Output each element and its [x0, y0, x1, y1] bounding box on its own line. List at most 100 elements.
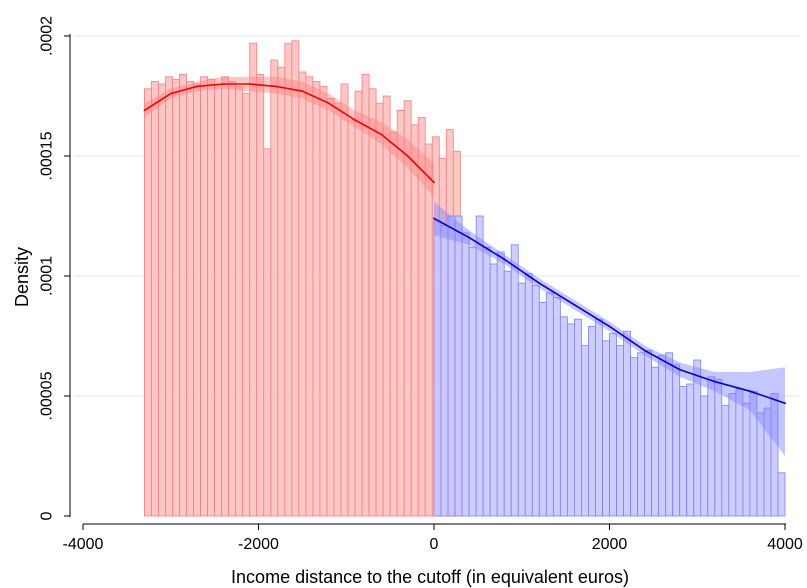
right-bar-48 [770, 393, 779, 517]
right-bar-46 [756, 412, 765, 517]
right-bar-44 [742, 402, 751, 517]
right-fit-point-0 [433, 217, 435, 220]
right-fit-point-9 [749, 390, 751, 393]
left-fit-point-9 [380, 133, 383, 136]
left-fit-point-2 [196, 85, 198, 88]
x-axis-title: Income distance to the cutoff (in equiva… [231, 567, 629, 587]
right-bar-16 [545, 292, 554, 517]
left-bar-28 [340, 83, 349, 517]
histogram-bars [144, 40, 786, 517]
right-fit-point-8 [713, 380, 716, 383]
right-bar-1 [440, 225, 449, 517]
right-bar-31 [651, 366, 660, 517]
right-bar-9 [496, 251, 505, 517]
left-bar-1 [151, 81, 159, 517]
left-bar-36 [396, 110, 405, 517]
left-bar-24 [312, 81, 321, 517]
right-bar-32 [658, 354, 667, 517]
right-fit-point-6 [643, 349, 646, 352]
left-bar-25 [319, 86, 328, 517]
right-bar-35 [679, 385, 688, 517]
right-bar-36 [686, 383, 695, 517]
right-bar-49 [777, 472, 786, 517]
left-fit-point-1 [169, 92, 172, 95]
left-bar-33 [375, 102, 384, 517]
left-bar-10 [214, 83, 223, 517]
left-bar-6 [186, 81, 194, 517]
right-bar-6 [475, 215, 484, 517]
right-bar-42 [728, 393, 737, 517]
left-bar-23 [305, 76, 314, 517]
y-axis-title: Density [12, 247, 32, 307]
right-bar-20 [574, 318, 582, 517]
left-bar-22 [298, 71, 307, 517]
right-fit-point-10 [784, 402, 786, 405]
y-tick-label-3: .00015 [39, 131, 56, 180]
left-bar-8 [200, 76, 209, 517]
left-fit-line [143, 83, 435, 183]
left-bar-27 [333, 102, 342, 517]
x-tick-label-4: 4000 [767, 536, 803, 553]
left-bar-18 [270, 59, 279, 517]
left-bar-15 [249, 42, 258, 517]
left-bar-31 [361, 74, 370, 517]
left-fit-point-4 [248, 83, 251, 85]
left-bar-0 [144, 88, 152, 517]
right-bar-8 [489, 263, 498, 517]
left-bar-14 [242, 93, 251, 517]
right-bar-30 [644, 349, 653, 517]
right-bar-10 [503, 270, 512, 517]
right-fit-point-4 [573, 303, 576, 306]
right-fit-point-1 [468, 236, 470, 239]
right-bar-28 [630, 357, 638, 517]
right-bar-27 [623, 330, 631, 517]
y-tick-label-0: 0 [39, 511, 56, 520]
right-bar-22 [588, 325, 596, 517]
left-fit-point-3 [222, 83, 225, 85]
right-bar-18 [559, 316, 568, 517]
right-bar-26 [616, 345, 624, 517]
right-bar-43 [735, 388, 744, 517]
left-ci-band [144, 76, 435, 197]
right-bar-17 [552, 297, 561, 517]
y-tick-label-1: .00005 [39, 371, 56, 420]
left-bar-19 [277, 66, 286, 517]
left-fit-point-10 [406, 155, 409, 157]
left-bar-5 [179, 74, 187, 517]
left-bar-40 [424, 143, 433, 517]
right-bar-38 [700, 395, 709, 517]
right-fit-point-7 [678, 368, 681, 371]
left-bar-9 [207, 78, 216, 517]
left-fit-point-8 [354, 119, 356, 121]
right-bar-33 [665, 352, 674, 517]
right-bar-7 [482, 246, 491, 517]
fit-lines [143, 83, 786, 405]
left-bar-4 [172, 78, 180, 517]
y-tick-label-4: .0002 [39, 16, 56, 56]
left-bar-2 [158, 83, 166, 517]
right-bar-21 [581, 345, 589, 517]
y-tick-label-2: .0001 [39, 256, 56, 296]
left-fit-point-5 [275, 85, 277, 88]
left-fit-point-7 [327, 102, 330, 105]
left-bar-21 [291, 40, 300, 517]
right-bar-11 [510, 244, 519, 517]
left-bar-20 [284, 42, 293, 517]
x-tick-label-2: 0 [430, 536, 439, 553]
left-bar-17 [263, 148, 272, 517]
left-bar-34 [382, 95, 391, 517]
left-bar-7 [193, 83, 201, 517]
right-bar-0 [433, 220, 442, 517]
right-bar-34 [672, 364, 681, 517]
left-bar-26 [326, 98, 335, 517]
right-fit-point-5 [608, 325, 611, 328]
right-fit-point-2 [503, 258, 506, 261]
right-bar-40 [714, 378, 723, 517]
left-bar-35 [389, 131, 398, 517]
confidence-bands [144, 76, 785, 456]
right-bar-19 [566, 323, 575, 517]
right-bar-12 [517, 282, 526, 517]
right-bar-14 [531, 285, 540, 517]
x-tick-label-0: -4000 [63, 536, 104, 553]
